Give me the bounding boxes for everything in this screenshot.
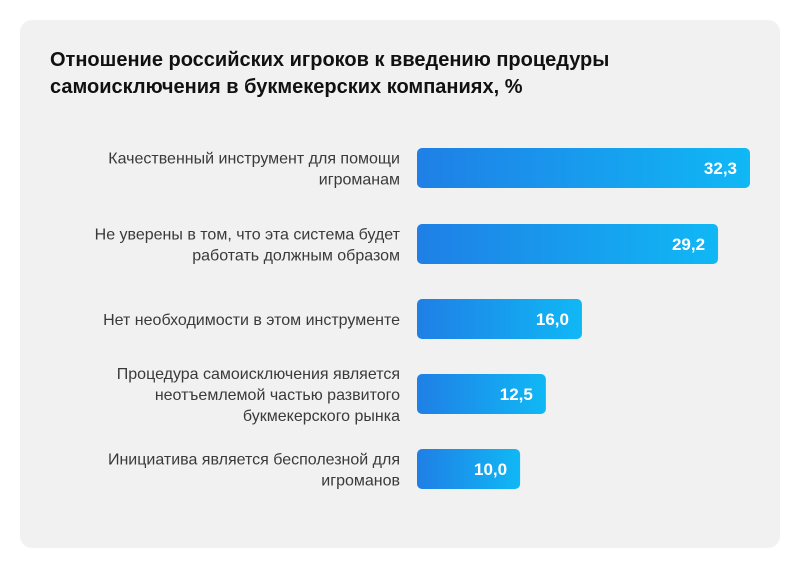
category-label-line: Процедура самоисключения является [117, 366, 400, 383]
bar-value-label: 32,3 [704, 159, 737, 178]
bar-group: 32,3 Качественный инструмент для помощи иг… [108, 148, 750, 189]
bar-group: 16,0 Нет необходимости в этом инструменте [103, 299, 582, 339]
category-label-line: игроманам [319, 172, 400, 189]
bar [417, 374, 546, 414]
bar-group: 29,2 Не уверены в том, что эта система бу… [95, 224, 719, 265]
category-label-line: Качественный инструмент для помощи [108, 151, 400, 168]
chart-card: Отношение российских игроков к введению … [20, 20, 780, 548]
category-label: Инициатива является бесполезной для игром… [108, 452, 400, 490]
category-label-line: Не уверены в том, что эта система будет [95, 227, 401, 244]
category-label: Качественный инструмент для помощи игрома… [108, 151, 400, 189]
bar-value-label: 16,0 [536, 310, 569, 329]
bar-group: 10,0 Инициатива является бесполезной для и… [108, 449, 521, 490]
bar-value-label: 10,0 [474, 460, 507, 479]
bar-value-label: 12,5 [500, 385, 533, 404]
category-label-line: работать должным образом [192, 248, 400, 265]
category-label-line: неотъемлемой частью развитого [155, 387, 400, 404]
bar-value-label: 29,2 [672, 235, 705, 254]
category-label: Не уверены в том, что эта система будет р… [95, 227, 401, 265]
bar [417, 299, 582, 339]
category-label-line: игроманов [321, 473, 400, 490]
category-label-line: букмекерского рынка [243, 408, 400, 425]
category-label: Нет необходимости в этом инструменте [103, 312, 400, 329]
bar [417, 449, 521, 489]
category-label: Процедура самоисключения является неотъем… [117, 366, 400, 425]
bar [417, 224, 719, 264]
category-label-line: Нет необходимости в этом инструменте [103, 312, 400, 329]
bar-group: 12,5 Процедура самоисключения является нео… [117, 366, 546, 425]
chart-title: Отношение российских игроков к введению … [50, 49, 610, 98]
bar [417, 148, 750, 188]
category-label-line: Инициатива является бесполезной для [108, 452, 400, 469]
